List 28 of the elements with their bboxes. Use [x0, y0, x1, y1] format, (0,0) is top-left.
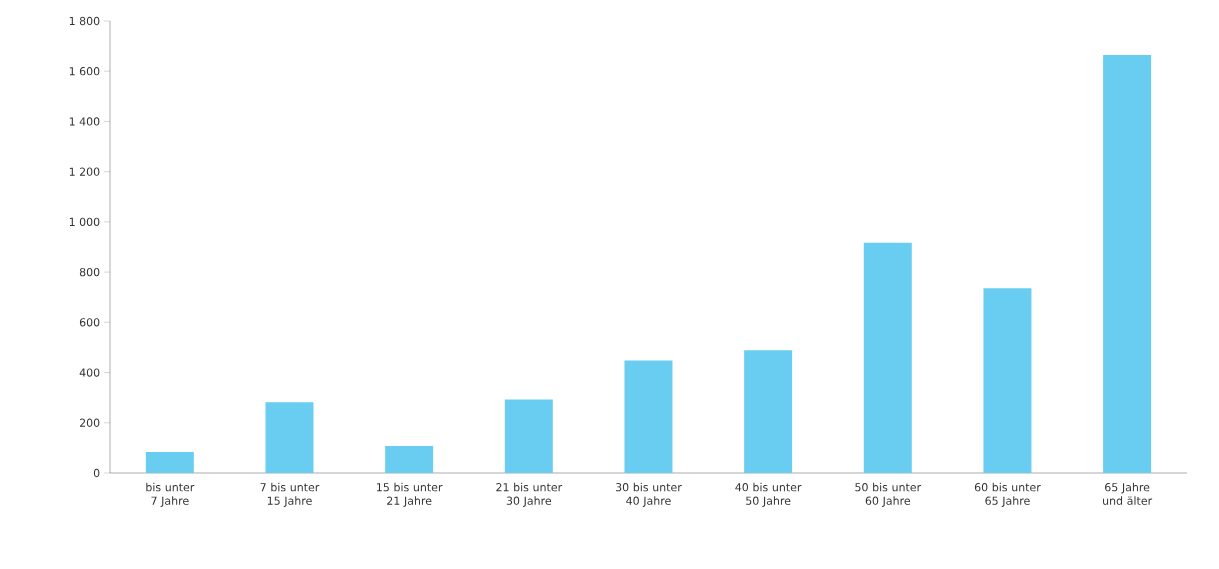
bar — [863, 242, 912, 473]
y-tick-label: 0 — [93, 468, 100, 478]
x-tick-label: 60 bis unter 65 Jahre — [974, 482, 1041, 507]
y-tick-label: 1 400 — [69, 117, 100, 126]
bar — [624, 360, 673, 473]
bar — [385, 446, 434, 473]
y-tick-label: 600 — [79, 318, 100, 327]
bar — [1103, 54, 1152, 473]
x-tick-label: bis unter 7 Jahre — [146, 482, 195, 507]
bar — [504, 399, 553, 473]
y-tick-label: 1 600 — [69, 67, 100, 76]
bar — [145, 451, 194, 473]
x-tick-label: 21 bis unter 30 Jahre — [496, 482, 563, 507]
x-tick-label: 65 Jahre und älter — [1103, 482, 1153, 505]
x-tick-label: 15 bis unter 21 Jahre — [377, 482, 443, 507]
bar — [744, 350, 793, 473]
bar — [983, 288, 1032, 473]
y-tick-label: 1 200 — [69, 167, 100, 176]
y-tick-label: 1 800 — [69, 16, 100, 26]
y-tick-label: 200 — [79, 418, 100, 427]
y-tick-label: 1 000 — [69, 217, 100, 227]
y-tick-label: 800 — [79, 267, 100, 277]
x-tick-label: 7 bis unter 15 Jahre — [260, 482, 320, 507]
y-tick-label: 400 — [79, 368, 100, 377]
x-tick-label: 40 bis unter 50 Jahre — [735, 482, 802, 507]
bar — [265, 402, 314, 473]
x-tick-label: 50 bis unter 60 Jahre — [855, 482, 922, 507]
x-tick-label: 30 bis unter 40 Jahre — [615, 482, 682, 507]
